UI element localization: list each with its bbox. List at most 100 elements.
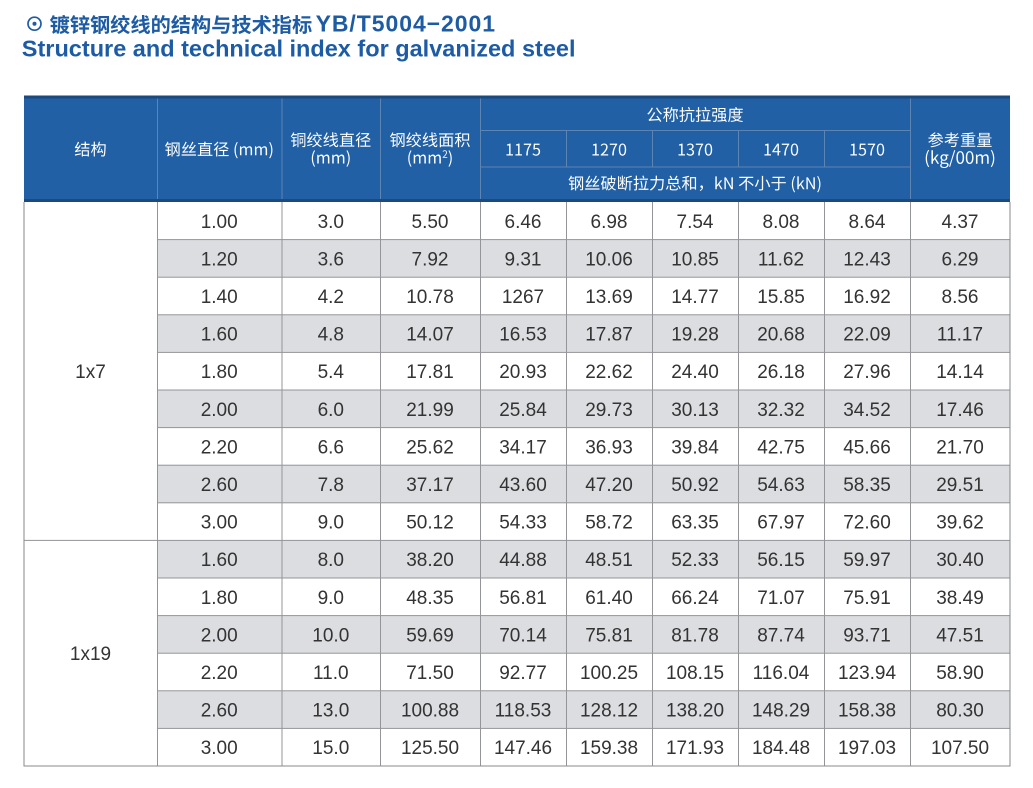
svg-text:20.68: 20.68: [757, 325, 805, 346]
svg-text:1.00: 1.00: [201, 212, 238, 233]
svg-text:48.51: 48.51: [585, 550, 633, 571]
svg-text:47.51: 47.51: [936, 625, 984, 646]
svg-text:93.71: 93.71: [843, 625, 891, 646]
svg-text:3.00: 3.00: [201, 738, 238, 759]
svg-text:7.8: 7.8: [318, 475, 344, 496]
svg-text:1.80: 1.80: [201, 362, 238, 383]
svg-text:10.06: 10.06: [585, 249, 633, 270]
svg-text:1x7: 1x7: [75, 362, 106, 383]
svg-text:61.40: 61.40: [585, 588, 633, 609]
svg-text:15.85: 15.85: [757, 287, 805, 308]
svg-text:1.40: 1.40: [201, 287, 238, 308]
svg-text:6.6: 6.6: [318, 437, 344, 458]
svg-text:6.0: 6.0: [318, 400, 344, 421]
svg-text:4.8: 4.8: [318, 325, 344, 346]
svg-text:25.84: 25.84: [499, 400, 547, 421]
svg-text:7.54: 7.54: [677, 212, 714, 233]
svg-text:3.00: 3.00: [201, 513, 238, 534]
svg-text:75.91: 75.91: [843, 588, 891, 609]
svg-text:171.93: 171.93: [666, 738, 724, 759]
svg-text:8.08: 8.08: [763, 212, 800, 233]
svg-text:100.25: 100.25: [580, 663, 638, 684]
svg-text:29.73: 29.73: [585, 400, 633, 421]
svg-text:39.62: 39.62: [936, 513, 984, 534]
svg-text:12.43: 12.43: [843, 249, 891, 270]
svg-text:39.84: 39.84: [671, 437, 719, 458]
svg-text:47.20: 47.20: [585, 475, 633, 496]
svg-text:125.50: 125.50: [401, 738, 459, 759]
svg-text:1.60: 1.60: [201, 325, 238, 346]
svg-text:32.32: 32.32: [757, 400, 805, 421]
svg-text:5.4: 5.4: [318, 362, 345, 383]
svg-text:54.63: 54.63: [757, 475, 805, 496]
svg-text:197.03: 197.03: [838, 738, 896, 759]
svg-text:6.98: 6.98: [591, 212, 628, 233]
svg-text:37.17: 37.17: [406, 475, 454, 496]
svg-text:14.77: 14.77: [671, 287, 719, 308]
svg-text:118.53: 118.53: [495, 701, 552, 722]
svg-text:63.35: 63.35: [671, 513, 719, 534]
svg-text:107.50: 107.50: [931, 738, 989, 759]
svg-text:Structure and technical index: Structure and technical index for galvan…: [22, 36, 576, 62]
svg-text:148.29: 148.29: [752, 701, 810, 722]
svg-text:4.2: 4.2: [318, 287, 344, 308]
svg-text:59.69: 59.69: [406, 625, 454, 646]
svg-text:71.07: 71.07: [757, 588, 805, 609]
svg-text:6.29: 6.29: [942, 249, 979, 270]
svg-text:22.09: 22.09: [843, 325, 891, 346]
svg-text:8.0: 8.0: [318, 550, 344, 571]
svg-text:70.14: 70.14: [499, 625, 547, 646]
svg-text:87.74: 87.74: [757, 625, 805, 646]
svg-text:20.93: 20.93: [499, 362, 547, 383]
svg-text:8.56: 8.56: [942, 287, 979, 308]
svg-text:123.94: 123.94: [838, 663, 897, 684]
svg-text:58.35: 58.35: [843, 475, 891, 496]
svg-text:1267: 1267: [502, 287, 544, 308]
svg-text:16.92: 16.92: [843, 287, 891, 308]
svg-text:66.24: 66.24: [671, 588, 719, 609]
svg-text:108.15: 108.15: [666, 663, 724, 684]
svg-text:158.38: 158.38: [838, 701, 896, 722]
svg-text:1.80: 1.80: [201, 588, 238, 609]
svg-text:54.33: 54.33: [499, 513, 547, 534]
svg-text:58.72: 58.72: [585, 513, 633, 534]
svg-text:2.00: 2.00: [201, 400, 238, 421]
svg-text:56.81: 56.81: [499, 588, 547, 609]
svg-text:11.17: 11.17: [937, 325, 983, 346]
svg-text:16.53: 16.53: [499, 325, 547, 346]
svg-text:44.88: 44.88: [499, 550, 547, 571]
svg-text:71.50: 71.50: [406, 663, 454, 684]
svg-text:48.35: 48.35: [406, 588, 454, 609]
svg-text:36.93: 36.93: [585, 437, 633, 458]
svg-text:14.14: 14.14: [936, 362, 984, 383]
svg-text:13.0: 13.0: [312, 701, 349, 722]
svg-text:3.6: 3.6: [318, 249, 344, 270]
svg-text:9.0: 9.0: [318, 513, 344, 534]
svg-text:30.13: 30.13: [671, 400, 719, 421]
svg-text:116.04: 116.04: [753, 663, 810, 684]
svg-text:10.0: 10.0: [312, 625, 349, 646]
svg-text:11.0: 11.0: [313, 663, 349, 684]
svg-text:34.17: 34.17: [499, 437, 547, 458]
svg-text:17.81: 17.81: [406, 362, 454, 383]
svg-text:2.60: 2.60: [201, 701, 238, 722]
svg-text:7.92: 7.92: [412, 249, 449, 270]
svg-text:24.40: 24.40: [671, 362, 719, 383]
svg-text:14.07: 14.07: [406, 325, 454, 346]
svg-text:10.85: 10.85: [671, 249, 719, 270]
svg-text:34.52: 34.52: [843, 400, 891, 421]
svg-text:42.75: 42.75: [757, 437, 805, 458]
svg-text:92.77: 92.77: [499, 663, 547, 684]
svg-text:72.60: 72.60: [843, 513, 891, 534]
svg-text:1.20: 1.20: [201, 249, 238, 270]
svg-text:19.28: 19.28: [671, 325, 719, 346]
svg-text:56.15: 56.15: [757, 550, 805, 571]
svg-text:2.00: 2.00: [201, 625, 238, 646]
svg-text:58.90: 58.90: [936, 663, 984, 684]
svg-text:50.12: 50.12: [406, 513, 454, 534]
svg-text:45.66: 45.66: [843, 437, 891, 458]
svg-text:25.62: 25.62: [406, 437, 454, 458]
svg-text:YB/T5004−2001: YB/T5004−2001: [316, 11, 496, 37]
svg-text:26.18: 26.18: [757, 362, 805, 383]
svg-text:3.0: 3.0: [318, 212, 344, 233]
